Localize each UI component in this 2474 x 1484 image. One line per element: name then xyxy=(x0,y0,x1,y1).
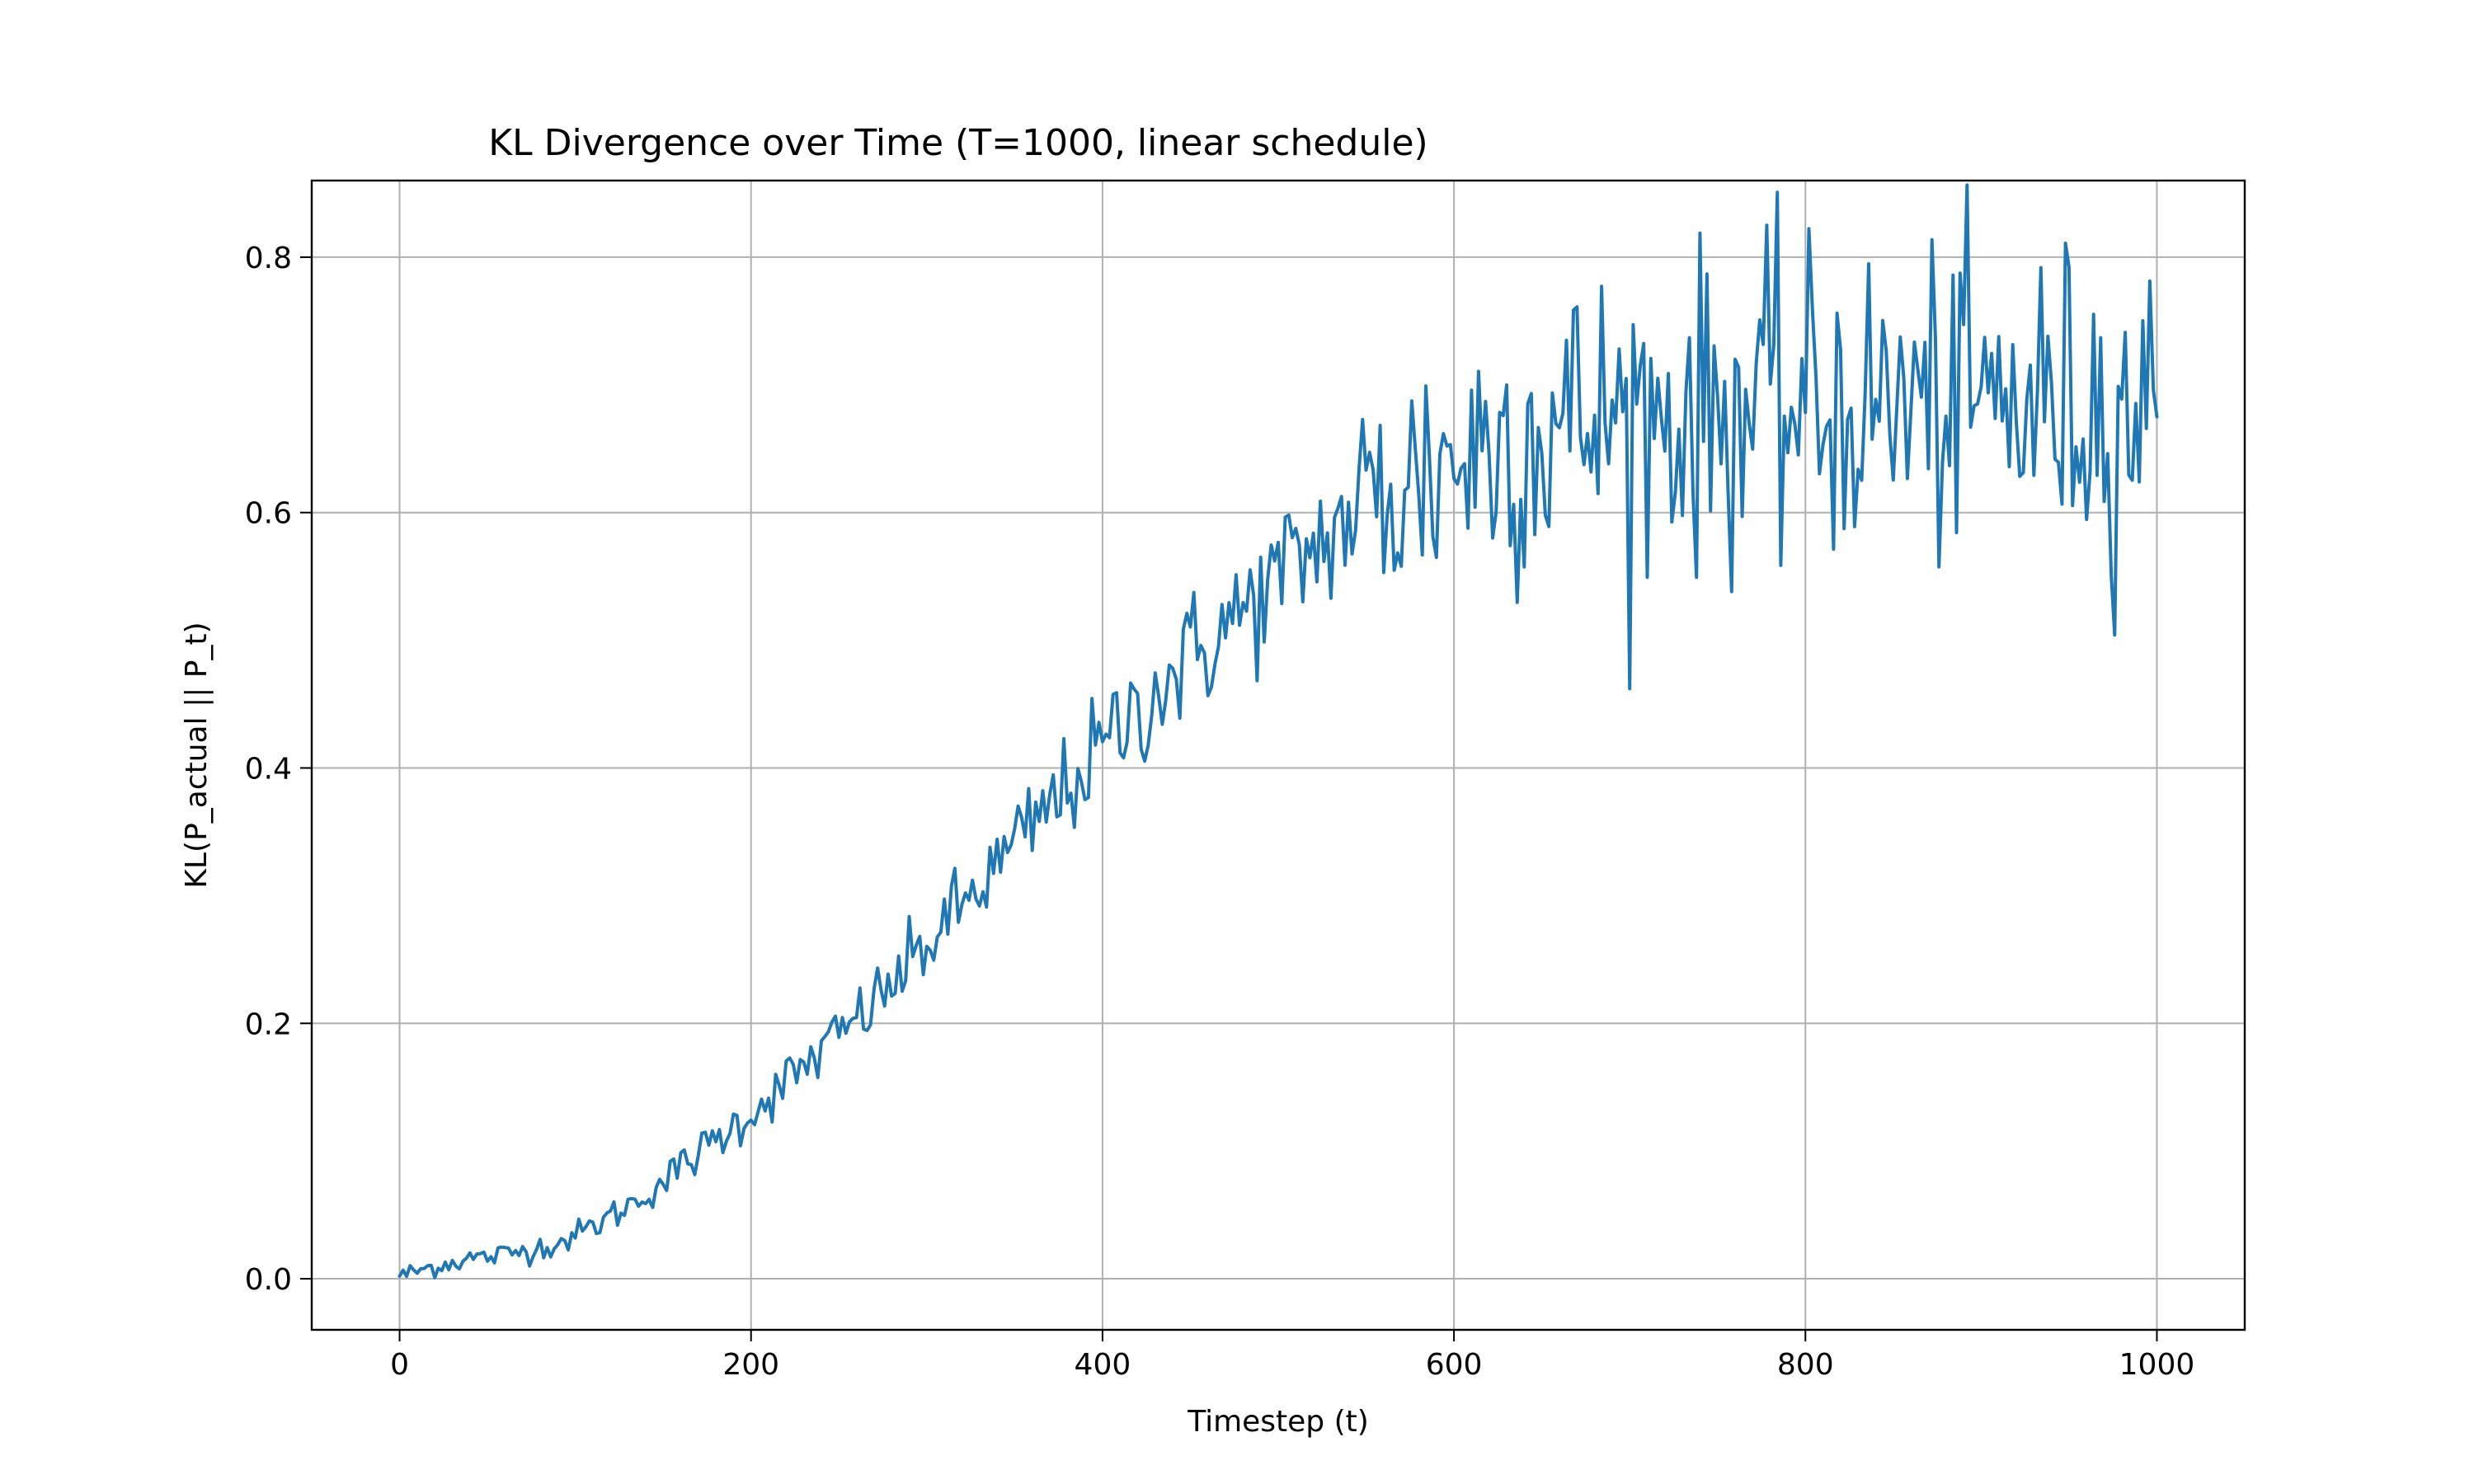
x-tick-label: 400 xyxy=(1075,1348,1131,1382)
y-tick-label: 0.6 xyxy=(245,497,292,531)
x-tick-label: 200 xyxy=(722,1348,779,1382)
y-tick-label: 0.0 xyxy=(245,1263,292,1297)
y-axis-label: KL(P_actual || P_t) xyxy=(180,622,214,888)
y-tick-label: 0.8 xyxy=(245,242,292,275)
x-axis: 0 200 400 600 800 1000 xyxy=(390,1330,2194,1382)
y-tick-label: 0.2 xyxy=(245,1007,292,1041)
plot-frame xyxy=(310,179,2246,1331)
x-tick-label: 600 xyxy=(1426,1348,1483,1382)
x-tick-label: 1000 xyxy=(2119,1348,2195,1382)
series-layer xyxy=(397,183,2159,1280)
x-axis-label: Timestep (t) xyxy=(1187,1405,1369,1439)
x-tick-label: 0 xyxy=(390,1348,409,1382)
series-line-0 xyxy=(397,183,2159,1280)
x-tick-label: 800 xyxy=(1777,1348,1834,1382)
y-tick-label: 0.4 xyxy=(245,752,292,786)
y-axis: 0.0 0.2 0.4 0.6 0.8 xyxy=(245,242,312,1297)
chart-title: KL Divergence over Time (T=1000, linear … xyxy=(488,122,1427,164)
grid xyxy=(312,181,2245,1330)
